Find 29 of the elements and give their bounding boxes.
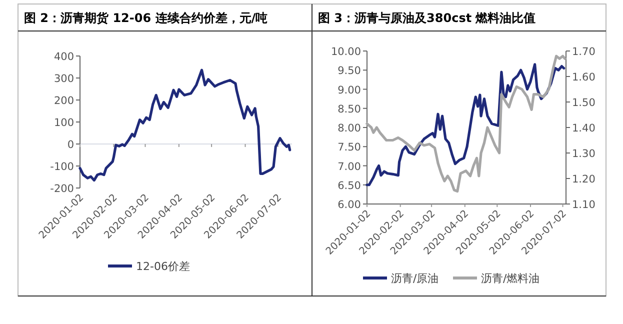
y2-tick-label: 1.60 — [572, 72, 596, 84]
y-tick-label: 9.00 — [338, 84, 361, 96]
legend-label: 沥青/燃料油 — [481, 272, 540, 285]
y-tick-label: 6.00 — [338, 199, 361, 211]
y-tick-label: 300 — [54, 73, 74, 85]
y2-tick-label: 1.40 — [572, 122, 596, 134]
y-tick-label: -100 — [50, 161, 74, 173]
y-tick-label: 100 — [54, 117, 74, 129]
y-tick-label: 400 — [54, 51, 74, 63]
y-tick-label: 200 — [54, 95, 74, 107]
y-tick-label: 7.00 — [338, 160, 361, 173]
y-tick-label: 9.50 — [338, 65, 361, 78]
y-tick-label: 7.50 — [338, 142, 361, 154]
y2-tick-label: 1.30 — [572, 148, 596, 160]
y2-tick-label: 1.20 — [572, 174, 596, 186]
y2-tick-label: 1.10 — [572, 199, 596, 211]
y-tick-label: -200 — [50, 183, 74, 195]
chart-title: 图 3：沥青与原油及380cst 燃料油比值 — [318, 11, 536, 25]
legend-label: 12-06价差 — [136, 260, 190, 273]
y-tick-label: 8.00 — [338, 122, 361, 134]
legend-label: 沥青/原油 — [391, 272, 439, 285]
y-tick-label: 0 — [67, 139, 74, 151]
y-tick-label: 10.00 — [330, 46, 361, 58]
line-series — [78, 68, 292, 182]
y2-tick-label: 1.50 — [572, 97, 596, 109]
chart-title: 图 2：沥青期货 12-06 连续合约价差，元/吨 — [24, 11, 268, 25]
y-tick-label: 6.50 — [338, 180, 361, 192]
y2-tick-label: 1.70 — [572, 46, 596, 58]
y-tick-label: 8.50 — [338, 103, 361, 116]
